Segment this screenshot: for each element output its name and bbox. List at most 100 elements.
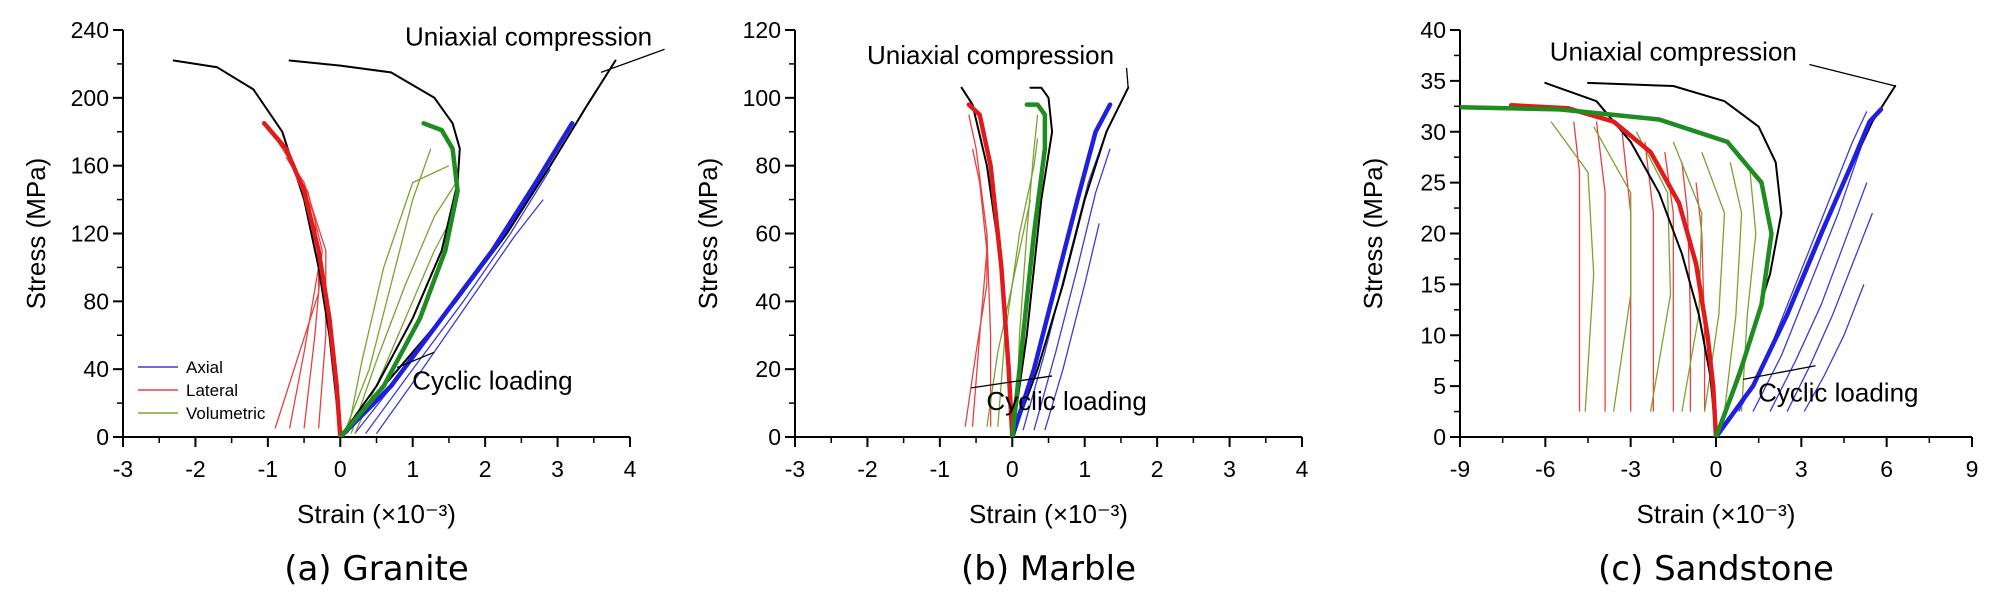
annotation-label: Cyclic loading <box>1758 377 1918 407</box>
x-axis-title: Strain (×10⁻³) <box>297 499 456 529</box>
legend-label: Axial <box>186 358 223 377</box>
annotation-leader <box>600 48 665 74</box>
y-tick-label: 30 <box>1420 119 1446 145</box>
y-tick-label: 200 <box>71 85 109 111</box>
x-tick-label: -3 <box>785 456 805 482</box>
cycle-curve <box>971 148 988 427</box>
panel-caption: (a) Granite <box>284 549 469 589</box>
y-tick-label: 40 <box>1420 17 1446 43</box>
y-axis-title: Stress (MPa) <box>21 158 51 310</box>
x-tick-label: -1 <box>930 456 950 482</box>
y-tick-label: 15 <box>1420 271 1446 297</box>
cycle-curve <box>1695 182 1706 412</box>
cycle-curve <box>274 224 320 429</box>
y-tick-label: 120 <box>743 17 781 43</box>
legend-label: Volumetric <box>186 404 266 423</box>
annotation-leader <box>1125 67 1129 88</box>
cycle-curve <box>350 182 457 434</box>
annotation-leader <box>971 375 1053 389</box>
y-tick-label: 40 <box>83 356 109 382</box>
y-tick-label: 0 <box>768 424 781 450</box>
y-tick-label: 80 <box>83 288 109 314</box>
y-tick-label: 120 <box>71 221 109 247</box>
series-line <box>966 102 1015 437</box>
x-tick-label: 3 <box>551 456 564 482</box>
x-tick-label: -2 <box>185 456 205 482</box>
annotation-label: Uniaxial compression <box>867 40 1114 70</box>
cycle-curve <box>365 168 551 434</box>
y-axis-title: Stress (MPa) <box>693 158 723 310</box>
y-tick-label: 0 <box>96 424 109 450</box>
x-tick-label: -1 <box>258 456 278 482</box>
cycle-curve <box>1595 121 1606 412</box>
y-axis-title: Stress (MPa) <box>1358 158 1388 310</box>
cycle-curve <box>1044 223 1100 431</box>
series-line <box>338 121 460 437</box>
x-tick-label: 9 <box>1966 456 1979 482</box>
annotation-label: Cyclic loading <box>986 386 1146 416</box>
x-tick-label: 2 <box>1151 456 1164 482</box>
series-line <box>1460 105 1774 437</box>
cycle-curve <box>343 148 432 434</box>
x-axis-title: Strain (×10⁻³) <box>969 499 1128 529</box>
cycle-curve <box>1740 172 1757 412</box>
cycle-curve <box>1644 141 1655 412</box>
cycle-curve <box>1635 131 1672 412</box>
panel-sandstone: -9 -6 -3 0 3 6 9 0 5 10 15 20 25 30 35 40 Strain (×10⁻³)… <box>1358 17 1978 589</box>
x-tick-label: -3 <box>113 456 133 482</box>
x-tick-label: 4 <box>1296 456 1309 482</box>
plot-area <box>960 86 1130 437</box>
series-line <box>1010 102 1048 437</box>
y-tick-label: 10 <box>1420 322 1446 348</box>
cycle-curve <box>1738 111 1868 412</box>
cycle-curve <box>964 233 988 427</box>
cycle-curve <box>1573 121 1581 412</box>
x-tick-label: 3 <box>1223 456 1236 482</box>
y-tick-label: 160 <box>71 153 109 179</box>
annotation-leader <box>1742 365 1816 381</box>
legend-label: Lateral <box>186 381 238 400</box>
cycle-curve <box>997 138 1039 427</box>
annotation-leader <box>396 351 435 369</box>
series-line <box>1713 107 1884 437</box>
series-line <box>1011 86 1054 437</box>
plot-area <box>1460 81 1897 437</box>
x-tick-label: 1 <box>406 456 419 482</box>
series-line <box>1010 102 1113 437</box>
annotation-label: Cyclic loading <box>412 366 572 396</box>
series-line <box>1508 103 1719 437</box>
series-line <box>1011 86 1130 437</box>
series-line <box>338 121 575 437</box>
y-tick-label: 40 <box>755 288 781 314</box>
x-tick-label: 0 <box>1710 456 1723 482</box>
x-tick-label: 4 <box>624 456 637 482</box>
y-tick-label: 0 <box>1433 424 1446 450</box>
series-line <box>339 59 617 437</box>
cycle-curve <box>1769 182 1868 412</box>
cycle-curve <box>986 199 1032 427</box>
series-line <box>288 59 461 437</box>
y-tick-label: 25 <box>1420 170 1446 196</box>
cycle-curve <box>1786 212 1874 412</box>
plot-area <box>172 59 617 437</box>
x-tick-label: -9 <box>1450 456 1470 482</box>
x-tick-label: 6 <box>1880 456 1893 482</box>
y-tick-label: 20 <box>755 356 781 382</box>
y-tick-label: 20 <box>1420 221 1446 247</box>
x-tick-label: 3 <box>1795 456 1808 482</box>
annotation-label: Uniaxial compression <box>1550 37 1797 67</box>
series-line <box>1544 81 1717 437</box>
annotation-label: Uniaxial compression <box>405 21 652 51</box>
x-axis-title: Strain (×10⁻³) <box>1637 499 1796 529</box>
series-line <box>261 121 343 437</box>
annotation-leader <box>1809 63 1896 87</box>
x-tick-label: 2 <box>479 456 492 482</box>
x-tick-label: -2 <box>857 456 877 482</box>
cycle-curve <box>1621 131 1632 412</box>
cycle-curve <box>1803 284 1865 412</box>
cycle-curve <box>1593 126 1632 412</box>
x-tick-label: -3 <box>1620 456 1640 482</box>
y-tick-label: 80 <box>755 153 781 179</box>
y-tick-label: 35 <box>1420 68 1446 94</box>
